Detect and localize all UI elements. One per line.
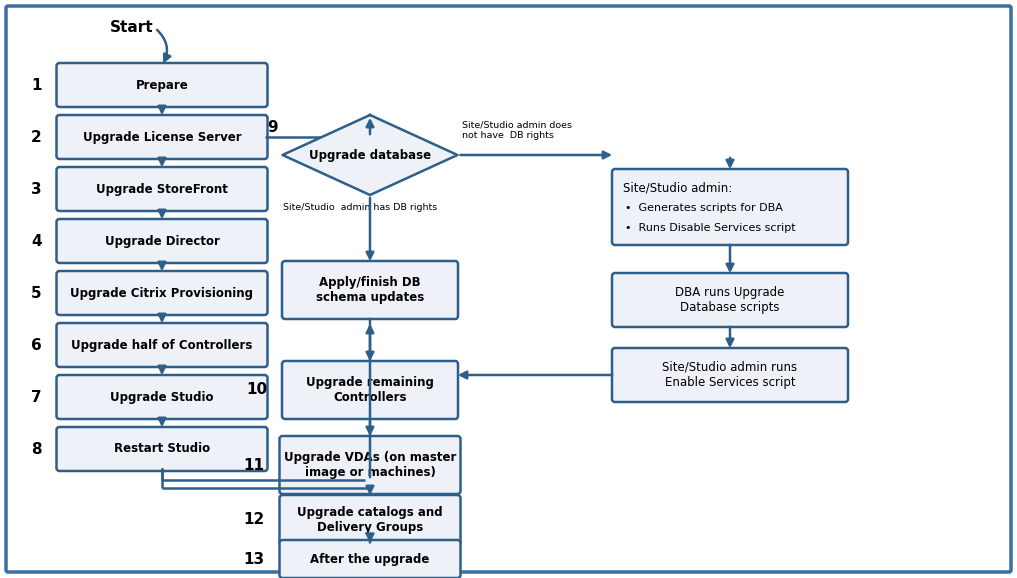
FancyArrowPatch shape [157,30,170,61]
Text: Start: Start [110,20,154,35]
Text: 7: 7 [31,390,42,405]
Text: Upgrade half of Controllers: Upgrade half of Controllers [71,339,252,351]
FancyBboxPatch shape [280,540,461,578]
Text: Upgrade VDAs (on master
image or machines): Upgrade VDAs (on master image or machine… [284,451,457,479]
Text: Apply/finish DB
schema updates: Apply/finish DB schema updates [316,276,424,304]
FancyBboxPatch shape [282,261,458,319]
FancyBboxPatch shape [612,169,848,245]
FancyBboxPatch shape [612,348,848,402]
FancyBboxPatch shape [282,361,458,419]
Text: Upgrade remaining
Controllers: Upgrade remaining Controllers [306,376,434,404]
FancyBboxPatch shape [57,375,267,419]
Polygon shape [283,115,458,195]
Text: Upgrade Studio: Upgrade Studio [110,391,214,403]
FancyBboxPatch shape [57,323,267,367]
Text: Upgrade StoreFront: Upgrade StoreFront [96,183,228,195]
Text: Upgrade License Server: Upgrade License Server [82,131,241,143]
Text: 1: 1 [31,77,42,92]
Text: 13: 13 [243,551,264,566]
FancyBboxPatch shape [280,495,461,545]
Text: Site/Studio admin does
not have  DB rights: Site/Studio admin does not have DB right… [463,121,573,140]
FancyBboxPatch shape [57,63,267,107]
Text: Upgrade Citrix Provisioning: Upgrade Citrix Provisioning [70,287,253,299]
Text: •  Runs Disable Services script: • Runs Disable Services script [625,223,795,233]
Text: Restart Studio: Restart Studio [114,443,211,455]
Text: 5: 5 [31,286,42,301]
Text: After the upgrade: After the upgrade [310,553,430,565]
FancyBboxPatch shape [57,219,267,263]
FancyBboxPatch shape [57,271,267,315]
Text: 6: 6 [31,338,42,353]
Text: Upgrade Director: Upgrade Director [105,235,220,247]
Text: 12: 12 [243,513,264,528]
FancyBboxPatch shape [57,167,267,211]
FancyBboxPatch shape [57,427,267,471]
Text: •  Generates scripts for DBA: • Generates scripts for DBA [625,203,783,213]
Text: Site/Studio admin:: Site/Studio admin: [623,181,732,195]
FancyBboxPatch shape [280,436,461,494]
Text: DBA runs Upgrade
Database scripts: DBA runs Upgrade Database scripts [675,286,785,314]
Text: Site/Studio admin runs
Enable Services script: Site/Studio admin runs Enable Services s… [662,361,797,389]
Text: Prepare: Prepare [135,79,188,91]
Text: 9: 9 [266,120,278,135]
Text: Site/Studio  admin has DB rights: Site/Studio admin has DB rights [283,203,437,212]
Text: 3: 3 [31,181,42,197]
Text: 2: 2 [31,129,42,144]
Text: 11: 11 [243,458,264,472]
FancyBboxPatch shape [57,115,267,159]
Text: 8: 8 [31,442,42,457]
Text: Upgrade database: Upgrade database [309,149,431,161]
FancyBboxPatch shape [612,273,848,327]
Text: Upgrade catalogs and
Delivery Groups: Upgrade catalogs and Delivery Groups [297,506,442,534]
Text: 10: 10 [246,383,267,398]
Text: 4: 4 [31,234,42,249]
